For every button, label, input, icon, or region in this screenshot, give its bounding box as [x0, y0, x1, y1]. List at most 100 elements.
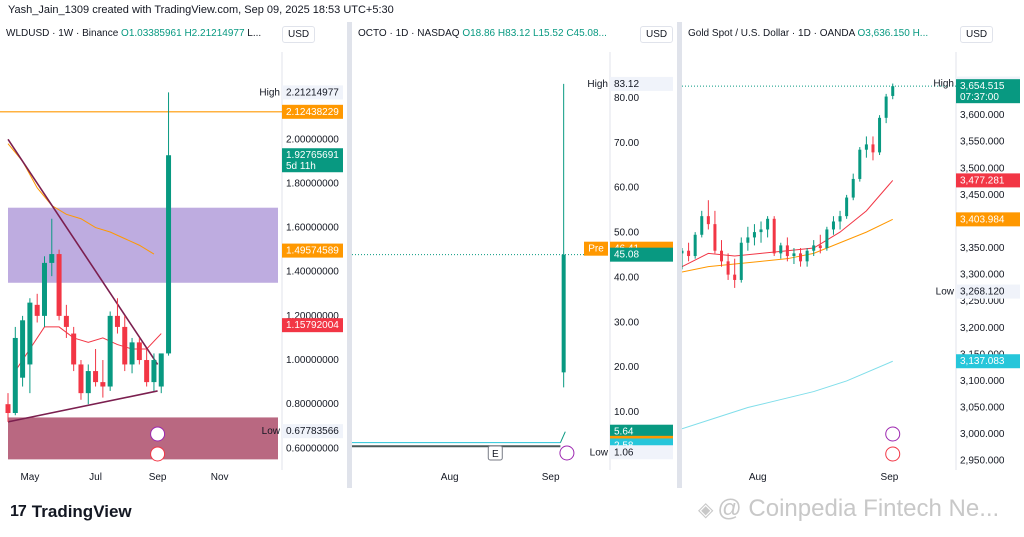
octo-price-tag-value: 83.12 — [614, 79, 639, 90]
wld-x-tick-label: Jul — [89, 472, 102, 483]
gold-candle-body-3 — [700, 216, 704, 235]
octo-earnings-marker-label: E — [492, 449, 499, 460]
gold-candle-body-2 — [693, 234, 697, 257]
gold-price-tag-bg — [956, 173, 1020, 188]
gold-price-tag-value: 3,477.281 — [960, 175, 1005, 186]
gold-y-tick-label: 3,500.000 — [960, 163, 1005, 174]
octo-x-tick-label: Sep — [542, 472, 560, 483]
wld-y-tick-label: 1.80000000 — [286, 178, 339, 189]
gold-y-tick-label: 3,250.000 — [960, 296, 1005, 307]
octo-price-tag-bg — [610, 424, 673, 439]
wld-candle-body-2 — [20, 320, 26, 378]
octo-y-tick-label: 40.00 — [614, 272, 639, 283]
wld-price-tag-value: 2.21214977 — [286, 87, 339, 98]
wld-candle-body-7 — [56, 254, 62, 316]
gold-price-tag-bg — [956, 284, 1020, 299]
gold-candle-body-22 — [825, 229, 829, 249]
octo-y-tick-label: 50.00 — [614, 228, 639, 239]
gold-price-tag-sub: 07:37:00 — [960, 92, 999, 103]
gold-candle-body-16 — [785, 245, 789, 257]
wld-y-tick-label: 0.80000000 — [286, 399, 339, 410]
wld-candle-body-16 — [122, 326, 128, 365]
wld-candle-body-3 — [27, 302, 33, 365]
gold-candle-body-32 — [891, 86, 895, 96]
wld-price-tag-value: 2.12438229 — [286, 107, 339, 118]
wld-candle-body-13 — [100, 382, 106, 387]
wld-x-tick-label: May — [20, 472, 39, 483]
wld-price-tag-value: 1.92765691 — [286, 150, 339, 161]
chart-attribution: Yash_Jain_1309 created with TradingView.… — [8, 4, 394, 16]
wld-price-tag-value: 1.49574589 — [286, 246, 339, 257]
wld-y-tick-label: 1.60000000 — [286, 223, 339, 234]
gold-price-tag-label: High — [933, 79, 954, 90]
wld-y-tick-label: 1.00000000 — [286, 355, 339, 366]
octo-currency-button[interactable]: USD — [640, 26, 674, 43]
wld-x-tick-label: Sep — [149, 472, 167, 483]
octo-y-tick-label: 20.00 — [614, 362, 639, 373]
octo-price-tag-value: 45.08 — [614, 250, 639, 261]
gold-candle-body-13 — [766, 218, 770, 230]
gold-event-bolt-icon — [885, 426, 901, 442]
gold-y-tick-label: 3,350.000 — [960, 243, 1005, 254]
gold-chart-panel[interactable]: Gold Spot / U.S. Dollar · 1D · OANDA O3,… — [682, 22, 1024, 488]
octo-price-tag-label-bg — [584, 241, 608, 256]
wld-chart-svg: 2.00000000 1.80000000 1.60000000 1.40000000… — [0, 52, 343, 483]
gold-price-tag-value: 3,403.984 — [960, 214, 1005, 225]
wld-candle-body-21 — [158, 353, 164, 387]
wld-chart-panel[interactable]: WLDUSD · 1W · Binance O1.03385961 H2.212… — [0, 22, 347, 488]
wld-price-tag-bg — [282, 148, 343, 173]
gold-candle-body-25 — [845, 197, 849, 217]
octo-price-tag-label: High — [587, 79, 608, 90]
gold-y-tick-label: 3,200.000 — [960, 323, 1005, 334]
gold-candle-body-6 — [720, 250, 724, 262]
octo-chart-panel[interactable]: OCTO · 1D · NASDAQ O18.86 H83.12 L15.52 … — [352, 22, 677, 488]
wld-ma-orange-line — [7, 143, 155, 255]
gold-price-tag-bg — [956, 79, 1020, 104]
gold-chart-svg: 3,600.000 3,550.000 3,500.000 3,450.000 3,35… — [682, 52, 1020, 483]
wld-candle-body-17 — [129, 342, 135, 365]
gold-price-tag-value: 3,137.083 — [960, 356, 1005, 367]
octo-x-tick-label: Aug — [441, 472, 459, 483]
wld-currency-button[interactable]: USD — [282, 26, 316, 43]
tradingview-logo[interactable]: 17 TradingView — [10, 502, 132, 521]
gold-y-tick-label: 3,600.000 — [960, 110, 1005, 121]
octo-event-bolt-icon — [559, 445, 575, 461]
panel-divider[interactable] — [347, 22, 352, 488]
octo-y-tick-label: 80.00 — [614, 93, 639, 104]
gold-price-tag-bg — [956, 354, 1020, 369]
wld-candle-body-10 — [78, 364, 84, 394]
wld-legend: WLDUSD · 1W · Binance O1.03385961 H2.212… — [6, 28, 262, 39]
gold-y-tick-label: 2,950.000 — [960, 456, 1005, 467]
gold-y-tick-label: 3,000.000 — [960, 429, 1005, 440]
wld-candle-body-5 — [41, 262, 47, 316]
wld-zone-1 — [8, 417, 278, 460]
octo-earnings-marker — [487, 445, 503, 461]
wld-price-tag-bg — [282, 243, 343, 258]
gold-candle-body-10 — [746, 237, 750, 243]
wld-y-tick-label: 0.60000000 — [286, 443, 339, 454]
wld-high-value: H2.21214977 — [184, 28, 245, 39]
coinpedia-watermark: ◈ @ Coinpedia Fintech Ne... — [698, 495, 1000, 522]
wld-candle-body-20 — [151, 360, 157, 383]
gold-candle-body-23 — [831, 221, 835, 230]
tv-logo-icon: 17 — [10, 503, 27, 520]
wld-candle-body-6 — [49, 254, 55, 263]
gold-price-tag-label: Low — [936, 287, 955, 298]
octo-y-tick-label: 10.00 — [614, 407, 639, 418]
gold-candle-body-21 — [818, 245, 822, 249]
octo-price-tag-bg — [610, 76, 673, 91]
gold-candle-body-0 — [682, 250, 684, 254]
gold-candle-body-4 — [706, 216, 710, 225]
gold-y-tick-label: 3,100.000 — [960, 376, 1005, 387]
wld-price-tag-bg — [282, 318, 343, 333]
octo-price-tag-label: Low — [590, 447, 609, 458]
gold-candle-body-24 — [838, 216, 842, 222]
wld-open-value: O1.03385961 — [121, 28, 182, 39]
panel-divider[interactable] — [677, 22, 682, 488]
octo-baseline-tail — [559, 431, 566, 443]
gold-y-tick-label: 3,050.000 — [960, 403, 1005, 414]
gold-candle-body-18 — [799, 253, 803, 262]
gold-x-tick-label: Sep — [881, 472, 899, 483]
gold-candle-body-9 — [739, 242, 743, 280]
gold-currency-button[interactable]: USD — [960, 26, 994, 43]
